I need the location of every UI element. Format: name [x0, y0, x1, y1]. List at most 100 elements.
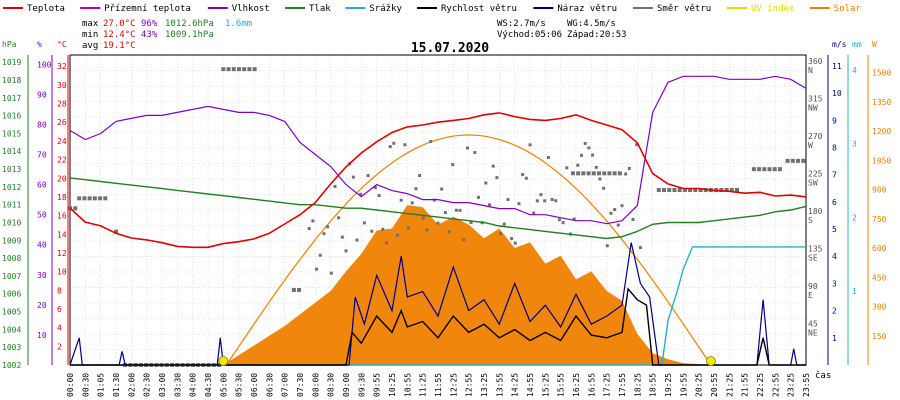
x-tick-label: 01:05 [97, 373, 106, 397]
hpa-tick-label: 1009 [2, 236, 21, 245]
ms-tick-label: 3 [832, 279, 837, 288]
ms-tick-label: 10 [832, 89, 842, 98]
wind-direction-point [311, 219, 315, 223]
wind-direction-point [337, 216, 341, 220]
x-tick-label: 11:55 [434, 373, 443, 397]
hpa-tick-label: 1011 [2, 201, 21, 210]
w-tick-label: 1500 [872, 69, 891, 78]
wind-direction-point [587, 146, 591, 150]
wind-direction-point [495, 176, 499, 180]
stat-min-hum: 43% [141, 30, 158, 40]
x-tick-label: 12:25 [449, 373, 458, 397]
wind-direction-point [554, 199, 558, 203]
x-tick-label: 10:55 [403, 373, 412, 397]
legend-label: Teplota [27, 4, 65, 14]
direction-tick-label: S [808, 216, 813, 225]
pct-tick-label: 70 [37, 151, 47, 160]
degc-tick-label: 22 [57, 156, 67, 165]
x-tick-label: 12:55 [465, 373, 474, 397]
x-tick-label: 09:00 [342, 373, 351, 397]
wind-direction-point [77, 196, 82, 201]
wind-direction-point [499, 232, 503, 236]
hpa-tick-label: 1014 [2, 147, 21, 156]
hpa-tick-label: 1018 [2, 76, 21, 85]
wind-direction-point [366, 174, 370, 178]
wind-direction-point [291, 288, 296, 292]
wind-direction-point [602, 171, 607, 176]
pct-tick-label: 60 [37, 181, 47, 190]
x-tick-label: 13:55 [495, 373, 504, 397]
wind-direction-point [539, 193, 543, 197]
wind-direction-point [414, 187, 418, 191]
wind-direction-point [221, 67, 226, 72]
hpa-tick-label: 1015 [2, 129, 21, 138]
wind-direction-point [473, 151, 477, 155]
wind-direction-point [98, 196, 103, 201]
x-tick-label: 03:00 [158, 373, 167, 397]
wind-direction-point [698, 188, 703, 192]
x-tick-label: 17:55 [618, 373, 627, 397]
x-tick-label: 16:25 [572, 373, 581, 397]
x-tick-label: 22:55 [771, 373, 780, 397]
wind-direction-point [656, 188, 661, 192]
x-tick-label: 11:25 [419, 373, 428, 397]
wind-direction-point [591, 171, 596, 176]
x-tick-label: 08:30 [327, 373, 336, 397]
x-tick-label: 23:55 [802, 373, 811, 397]
wind-direction-point [535, 199, 539, 203]
degc-tick-label: 12 [57, 249, 67, 258]
hpa-tick-label: 1016 [2, 112, 21, 121]
x-tick-label: 02:00 [127, 373, 136, 397]
wind-direction-point [719, 188, 724, 192]
wind-direction-point [682, 188, 687, 192]
temperature-line [69, 112, 807, 249]
w-axis: W 1500 1350 1200 1050 900 750 600 450 300 150 [872, 40, 891, 341]
wind-direction-point [370, 229, 374, 233]
wind-direction-point [543, 199, 547, 203]
ms-tick-label: 7 [832, 171, 837, 180]
direction-tick-label: NE [808, 329, 818, 338]
x-tick-label: 18:25 [633, 373, 642, 397]
wind-direction-point [399, 198, 403, 202]
ms-tick-label: 8 [832, 143, 837, 152]
wind-direction-point [581, 171, 586, 176]
mm-axis: mm 4 3 2 1 [852, 40, 862, 296]
w-tick-label: 750 [872, 215, 887, 224]
x-tick-label: 18:55 [649, 373, 658, 397]
wind-direction-point [617, 171, 622, 176]
wind-direction-point [407, 226, 411, 230]
x-tick-label: 16:55 [587, 373, 596, 397]
wind-direction-point [326, 225, 330, 229]
x-tick-label: 23:25 [787, 373, 796, 397]
wind-direction-point [447, 230, 451, 234]
x-tick-label: 10:25 [388, 373, 397, 397]
wind-direction-point [92, 196, 97, 201]
wind-direction-point [247, 67, 252, 72]
wind-direction-point [384, 241, 388, 245]
direction-tick-degrees: 225 [808, 170, 823, 179]
wind-direction-point [381, 227, 385, 231]
wind-direction-point [638, 246, 642, 250]
x-tick-label: 00:00 [66, 373, 75, 397]
wind-direction-point [631, 217, 635, 221]
wind-direction-point [469, 220, 473, 224]
stat-max-rain: 1.6mm [225, 19, 252, 29]
wind-direction-point [620, 204, 624, 208]
wind-direction-point [318, 253, 322, 257]
direction-tick-degrees: 90 [808, 282, 818, 291]
ms-tick-label: 1 [832, 334, 837, 343]
hpa-tick-label: 1002 [2, 361, 21, 370]
wind-direction-point [488, 203, 492, 207]
wind-direction-point [546, 156, 550, 160]
legend-label: Rychlost větru [441, 4, 517, 14]
legend-label: Tlak [309, 4, 331, 14]
direction-tick-degrees: 315 [808, 95, 823, 104]
hpa-tick-label: 1013 [2, 165, 21, 174]
pct-tick-label: 10 [37, 331, 47, 340]
degc-axis: °C 32 30 28 26 24 22 20 18 16 14 12 10 8 6 4 2 [57, 40, 67, 351]
direction-tick-degrees: 180 [808, 207, 823, 216]
pressure-line [69, 177, 807, 240]
legend-label: UV index [751, 4, 795, 14]
